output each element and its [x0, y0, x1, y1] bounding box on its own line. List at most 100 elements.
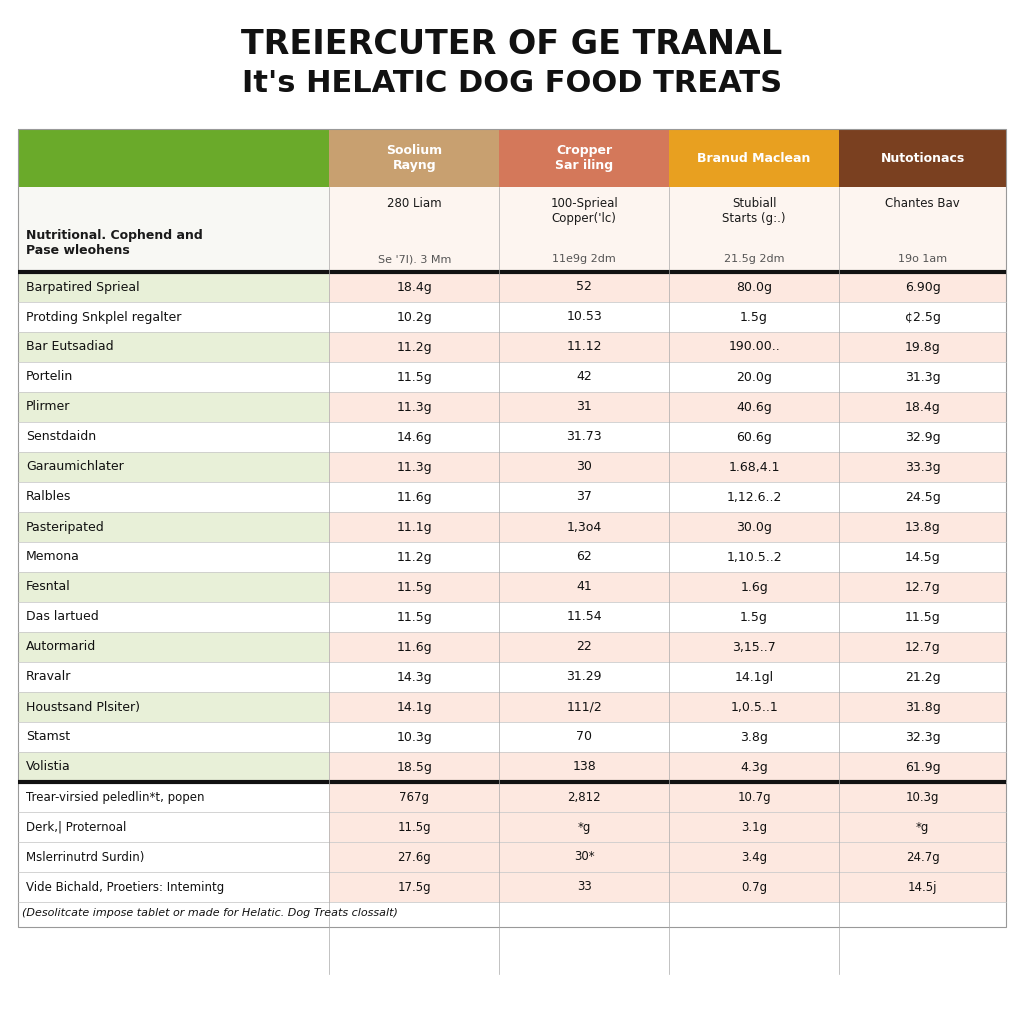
Bar [18, 602, 330, 632]
Bar [330, 602, 499, 632]
Bar [499, 482, 669, 512]
Text: Derk,| Proternoal: Derk,| Proternoal [26, 820, 126, 834]
Bar [18, 572, 330, 602]
Text: Ralbles: Ralbles [26, 490, 72, 504]
Bar [499, 812, 669, 842]
Text: Mslerrinutrd Surdin): Mslerrinutrd Surdin) [26, 851, 144, 863]
Bar [499, 572, 669, 602]
Text: Senstdaidn: Senstdaidn [26, 430, 96, 443]
Bar [839, 452, 1006, 482]
Bar [839, 602, 1006, 632]
Bar [330, 632, 499, 662]
Bar [499, 362, 669, 392]
Text: 11.12: 11.12 [566, 341, 602, 353]
Bar [499, 512, 669, 542]
Bar [330, 782, 499, 812]
Bar [839, 632, 1006, 662]
Bar [499, 722, 669, 752]
Text: 14.1g: 14.1g [396, 700, 432, 714]
Bar [669, 632, 839, 662]
Bar [669, 392, 839, 422]
Bar [18, 482, 330, 512]
Text: 19o 1am: 19o 1am [898, 254, 947, 264]
Bar [330, 452, 499, 482]
Bar [18, 752, 330, 782]
Text: Volistia: Volistia [26, 761, 71, 773]
Bar [839, 187, 1006, 272]
Text: 12.7g: 12.7g [904, 581, 940, 594]
Bar [330, 722, 499, 752]
Text: 3,15..7: 3,15..7 [732, 640, 776, 653]
Text: Garaumichlater: Garaumichlater [26, 461, 124, 473]
Bar [499, 392, 669, 422]
Text: 80.0g: 80.0g [736, 281, 772, 294]
Text: ¢2.5g: ¢2.5g [904, 310, 940, 324]
Text: 10.3g: 10.3g [396, 730, 432, 743]
Text: 11.54: 11.54 [566, 610, 602, 624]
Bar [839, 332, 1006, 362]
Text: 14.5j: 14.5j [907, 881, 937, 894]
Text: Branud Maclean: Branud Maclean [697, 152, 811, 165]
Bar [499, 272, 669, 302]
Bar [18, 662, 330, 692]
Text: 20.0g: 20.0g [736, 371, 772, 384]
Bar [330, 542, 499, 572]
Text: 1.68,4.1: 1.68,4.1 [728, 461, 780, 473]
Text: 21.5g 2dm: 21.5g 2dm [724, 254, 784, 264]
Text: 280 Liam: 280 Liam [387, 197, 441, 210]
Text: 4.3g: 4.3g [740, 761, 768, 773]
Bar [839, 302, 1006, 332]
Text: 11.5g: 11.5g [397, 820, 431, 834]
Bar [499, 842, 669, 872]
Bar [18, 542, 330, 572]
Text: Houstsand Plsiter): Houstsand Plsiter) [26, 700, 140, 714]
Text: 32.9g: 32.9g [904, 430, 940, 443]
Text: 1,0.5..1: 1,0.5..1 [730, 700, 778, 714]
Text: Portelin: Portelin [26, 371, 74, 384]
Text: 138: 138 [572, 761, 596, 773]
Text: 11.3g: 11.3g [396, 461, 432, 473]
Text: 33.3g: 33.3g [904, 461, 940, 473]
Text: 37: 37 [577, 490, 592, 504]
Text: 14.1gl: 14.1gl [734, 671, 773, 683]
Bar [669, 452, 839, 482]
Text: 18.4g: 18.4g [904, 400, 940, 414]
Text: 11.2g: 11.2g [396, 551, 432, 563]
Text: 767g: 767g [399, 791, 429, 804]
Text: 1,3o4: 1,3o4 [566, 520, 602, 534]
Text: 31.8g: 31.8g [904, 700, 940, 714]
Text: 10.53: 10.53 [566, 310, 602, 324]
Bar [18, 632, 330, 662]
Text: 11.5g: 11.5g [396, 581, 432, 594]
Text: 2,812: 2,812 [567, 791, 601, 804]
Text: 10.2g: 10.2g [396, 310, 432, 324]
Bar [330, 422, 499, 452]
Bar [669, 872, 839, 902]
Text: 11.5g: 11.5g [396, 610, 432, 624]
Text: 11.6g: 11.6g [396, 490, 432, 504]
Text: Das lartued: Das lartued [26, 610, 98, 624]
Text: 13.8g: 13.8g [904, 520, 940, 534]
Text: 11.2g: 11.2g [396, 341, 432, 353]
Text: 1,10.5..2: 1,10.5..2 [726, 551, 782, 563]
Text: Trear-virsied peledlin*t, popen: Trear-virsied peledlin*t, popen [26, 791, 205, 804]
Text: 30: 30 [577, 461, 592, 473]
Text: 1.5g: 1.5g [740, 610, 768, 624]
Bar [18, 332, 330, 362]
Bar [499, 542, 669, 572]
Text: Nutritional. Cophend and
Pase wleohens: Nutritional. Cophend and Pase wleohens [26, 229, 203, 257]
Text: 60.6g: 60.6g [736, 430, 772, 443]
Bar [18, 512, 330, 542]
Text: Rravalr: Rravalr [26, 671, 72, 683]
Bar [669, 362, 839, 392]
Bar [669, 542, 839, 572]
Text: 111/2: 111/2 [566, 700, 602, 714]
Bar [499, 452, 669, 482]
Bar [18, 129, 1006, 927]
Bar [330, 512, 499, 542]
Bar [330, 187, 499, 272]
Text: 31.3g: 31.3g [904, 371, 940, 384]
Text: 30*: 30* [573, 851, 595, 863]
Bar [18, 452, 330, 482]
Bar [330, 812, 499, 842]
